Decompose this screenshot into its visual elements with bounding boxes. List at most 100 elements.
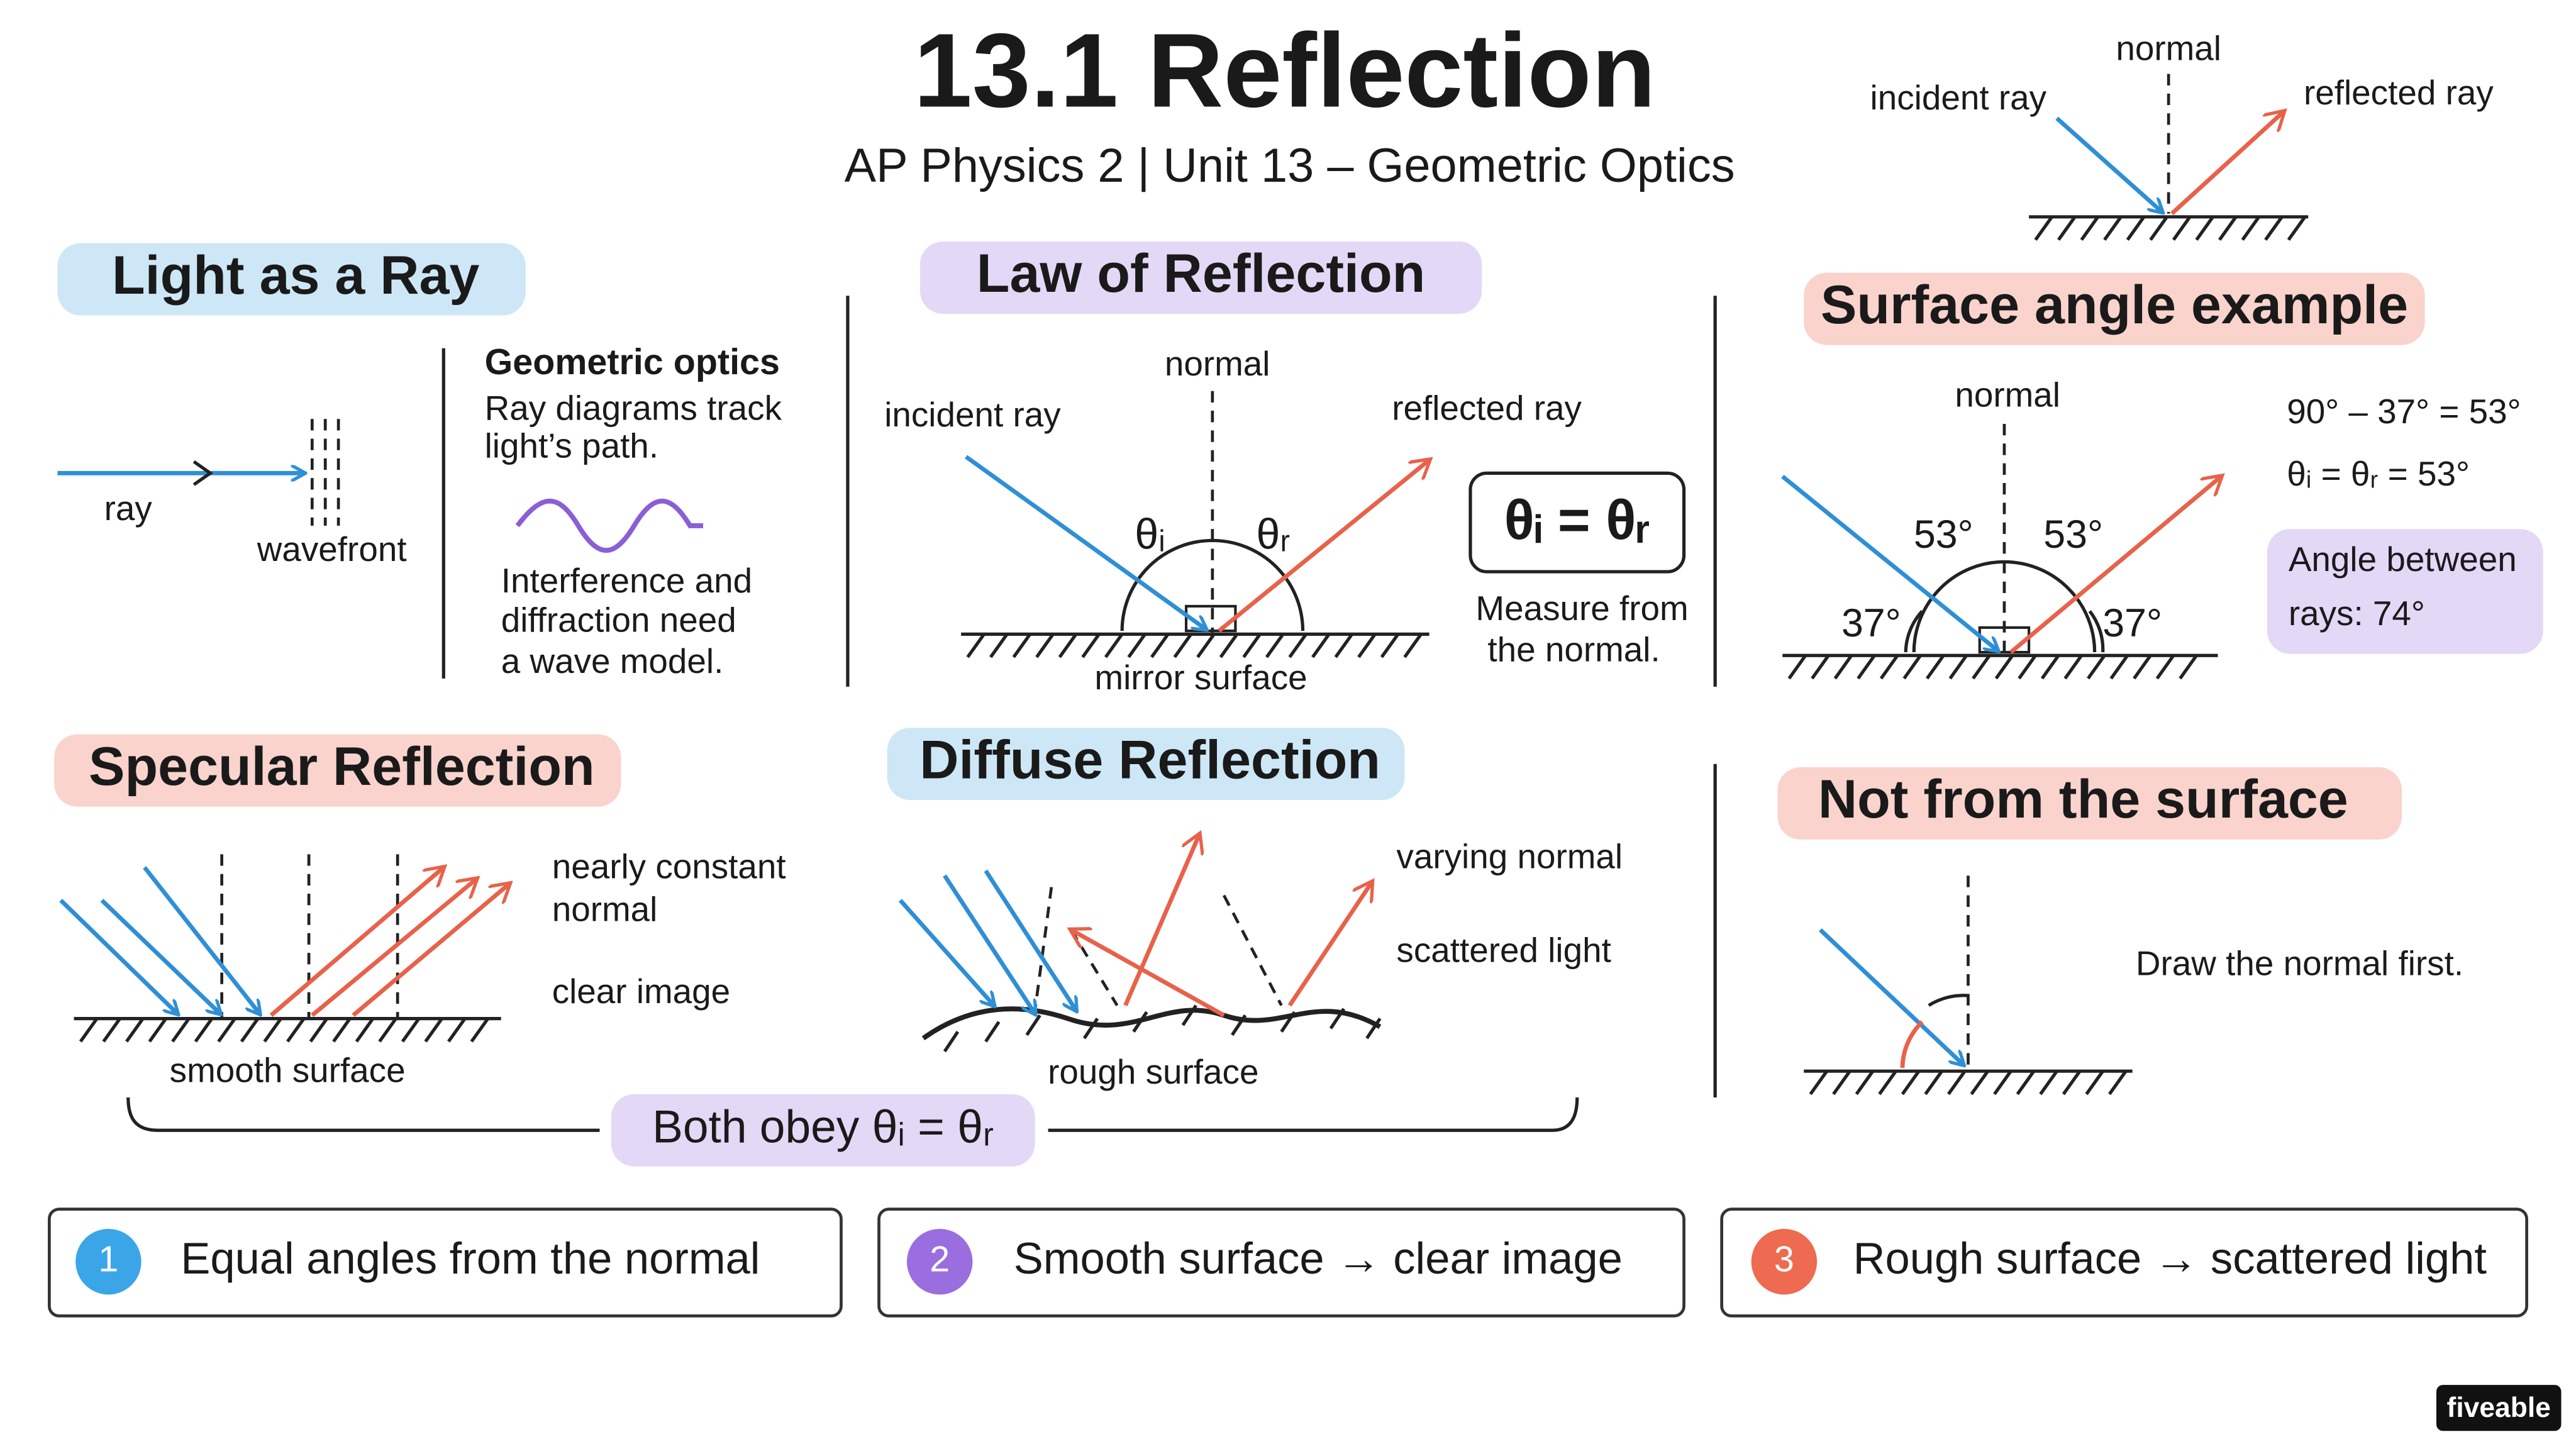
hatched-surface-line [2057,216,2077,241]
hatched-surface-line [2126,216,2146,241]
surface-angle-example-label: Surface angle example [1821,275,2408,335]
hatched-surface-line [1855,1070,1875,1096]
hatched-surface-line [1334,633,1354,658]
law-of-reflection-label: θᵢ = θᵣ [1504,489,1650,551]
law-of-reflection-path [1120,538,1305,631]
surface-angle-example-label: 37° [1841,601,1901,645]
hatched-surface [1782,653,2218,680]
surface-angle-example-label: rays: 74° [2289,594,2425,633]
header: 13.1 Reflection AP Physics 2 | Unit 13 –… [845,13,1735,193]
hatched-surface [961,632,1430,658]
summary-cards-label: 2 [930,1239,950,1279]
summary-cards-label: 1 [98,1239,118,1279]
hatched-surface-line [1012,633,1032,658]
specular-reflection-line [59,899,177,1014]
hatched-surface-line [2085,1070,2104,1096]
law-of-reflection-label: mirror surface [1094,658,1307,697]
hatched-surface-line [2218,216,2238,241]
not-from-surface-path [1900,1020,1924,1069]
hatched-surface-line [1901,1070,1921,1096]
light-as-ray-label: Interference and [501,561,752,600]
law-of-reflection-label: the normal. [1487,630,1660,669]
specular-reflection-line [311,879,476,1017]
specular-reflection-line [143,866,260,1013]
hatched-surface-line [194,1018,214,1043]
law-of-reflection-rect [919,242,1482,314]
hatched-surface-line [1878,1070,1897,1096]
header-label: AP Physics 2 | Unit 13 – Geometric Optic… [845,139,1735,192]
hatched-surface-line [102,1018,121,1043]
hatched-surface-line [2103,216,2123,241]
hatched-surface-line [1058,633,1078,658]
diffuse-reflection-line [1123,835,1199,1007]
hatched-surface-line [2264,216,2284,241]
surface-angle-example-rect [2267,529,2543,654]
summary-cards-circle [75,1228,142,1295]
summary-cards-rect [877,1208,1685,1318]
hatched-surface-line [1288,633,1307,658]
specular-reflection-label: Specular Reflection [89,736,595,797]
surface-angle-example: Surface angle example normal 53° 53° 37°… [1781,272,2543,680]
specular-reflection-line [269,867,443,1017]
top-diagram-line [2055,116,2162,212]
summary-cards-label: Smooth surface → clear image [1014,1233,1623,1283]
hatched-surface-line [2133,654,2152,680]
summary-cards-circle [906,1228,973,1295]
diffuse-reflection-line [1287,882,1372,1007]
hatched-surface-line [1811,654,1830,680]
hatched-surface-line [2040,654,2060,680]
summary-cards-rect [1720,1208,2528,1318]
hatched-surface-line [286,1018,306,1043]
specular-reflection-label: normal [552,889,658,928]
light-as-ray-rect [57,243,526,316]
both-obey-label: Both obey θᵢ = θᵣ [652,1102,994,1153]
hatched-surface-line [1196,633,1216,658]
hatched-surface-line [217,1018,236,1043]
diffuse-reflection-label: Diffuse Reflection [919,730,1380,790]
both-obey: Both obey θᵢ = θᵣ [126,1094,1579,1167]
header-label: 13.1 Reflection [914,13,1656,130]
diffuse-reflection-line [943,874,1035,1013]
hatched-surface-line [240,1018,260,1043]
both-obey-path [1048,1097,1579,1132]
hatched-surface-line [1104,633,1124,658]
specular-reflection: Specular Reflection smooth surface nearl… [54,734,786,1089]
hatched-surface-line [2080,216,2099,241]
surface-angle-example-rect [1804,272,2425,345]
specular-reflection-line [100,899,220,1014]
diffuse-reflection-label: varying normal [1396,837,1623,876]
light-as-ray-path [515,499,704,553]
light-as-ray-label: wavefront [257,530,407,569]
hatched-surface-line [1357,633,1377,658]
both-obey-rect [611,1094,1035,1167]
law-of-reflection-label: incident ray [884,395,1061,434]
hatched-surface-line [1242,633,1262,658]
law-of-reflection-label: Law of Reflection [977,243,1426,304]
diffuse-reflection-label: rough surface [1048,1052,1258,1091]
hatched-surface-line [1857,654,1876,680]
law-of-reflection: Law of Reflection normal incident ray re… [884,242,1689,697]
hatched-surface-line [309,1018,328,1043]
hatched-surface-line [1833,654,1853,680]
hatched-surface-line [1972,654,1991,680]
surface-angle-example-label: 53° [2043,513,2103,557]
law-of-reflection-label: reflected ray [1392,389,1582,428]
hatched-surface-line [2062,1070,2082,1096]
brand-badge-label: fiveable [2447,1392,2551,1423]
hatched-surface-line [1380,633,1400,658]
law-of-reflection-line [965,455,1206,629]
light-as-ray-label: Geometric optics [485,342,780,382]
hatched-surface-line [447,1018,467,1043]
law-of-reflection-label: θᵢ [1135,511,1165,558]
specular-reflection-label: nearly constant [552,847,786,886]
diffuse-reflection-path [943,1004,1382,1053]
hatched-surface-line [1219,633,1239,658]
light-as-ray-label: Light as a Ray [112,245,479,306]
surface-angle-example-label: θᵢ = θᵣ = 53° [2287,454,2470,493]
hatched-surface-line [2287,216,2307,241]
diffuse-reflection-rect [887,728,1405,801]
hatched-surface-line [470,1018,489,1043]
hatched-surface-line [332,1018,352,1043]
specular-reflection-line [352,884,509,1017]
